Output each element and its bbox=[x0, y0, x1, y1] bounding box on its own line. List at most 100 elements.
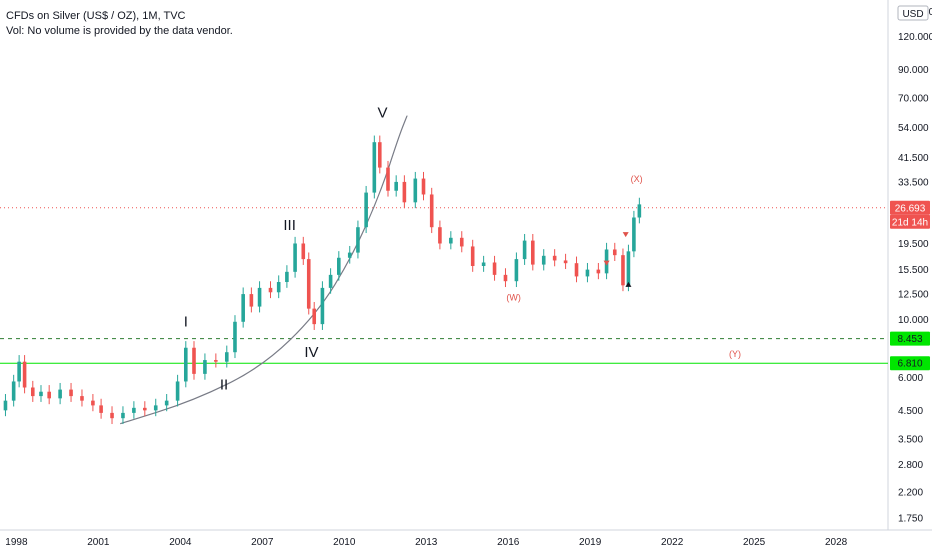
candle-body bbox=[364, 192, 368, 228]
level-badge[interactable]: 8.453 bbox=[890, 331, 930, 346]
candle bbox=[429, 187, 434, 234]
candle bbox=[386, 160, 390, 197]
candle-body bbox=[249, 294, 254, 307]
level-badge-bg bbox=[890, 356, 930, 371]
price-tick-label: 1.750 bbox=[898, 513, 923, 524]
candle bbox=[268, 281, 273, 299]
level-badge[interactable]: 6.810 bbox=[890, 356, 930, 371]
candle bbox=[377, 135, 382, 174]
price-tick-label: 33.500 bbox=[898, 177, 929, 188]
candle bbox=[438, 220, 442, 250]
candle bbox=[11, 374, 16, 407]
candle bbox=[328, 268, 333, 294]
candle-body bbox=[514, 259, 519, 282]
candle-body bbox=[224, 352, 229, 362]
candle-body bbox=[347, 252, 352, 258]
candle bbox=[312, 302, 317, 330]
level-badge-text: 6.810 bbox=[897, 359, 922, 370]
candle-body bbox=[257, 287, 262, 307]
candle-body bbox=[612, 249, 617, 256]
wave-label: V bbox=[378, 105, 388, 122]
price-tick-label: 2.800 bbox=[898, 460, 923, 471]
countdown-badge[interactable]: 21d 14h bbox=[890, 214, 930, 229]
chart-title: CFDs on Silver (US$ / OZ), 1M, TVC bbox=[6, 10, 186, 22]
candle-body bbox=[241, 294, 245, 322]
candle bbox=[110, 406, 114, 425]
candle bbox=[459, 231, 464, 253]
candle-body bbox=[203, 360, 207, 374]
time-tick-label: 2010 bbox=[333, 537, 356, 548]
candle-body bbox=[183, 347, 188, 382]
price-tick-label: 54.000 bbox=[898, 123, 929, 134]
price-tick-label: 70.000 bbox=[898, 94, 929, 105]
candle-body bbox=[531, 240, 535, 265]
price-tick-label: 15.500 bbox=[898, 265, 929, 276]
candle bbox=[183, 341, 188, 388]
candle-body bbox=[3, 400, 8, 411]
alt-wave-label: (Y) bbox=[729, 349, 741, 359]
candle-body bbox=[421, 178, 426, 195]
candle-body bbox=[39, 391, 43, 397]
candle-body bbox=[268, 287, 273, 293]
last-price-badge-bg bbox=[890, 200, 930, 215]
last-price-badge-text: 26.693 bbox=[895, 203, 926, 214]
marker-down-icon bbox=[603, 260, 610, 266]
candle bbox=[17, 355, 21, 388]
price-tick-label: 19.500 bbox=[898, 239, 929, 250]
price-tick-label: 90.000 bbox=[898, 65, 929, 76]
candle-body bbox=[192, 347, 196, 374]
candle-body bbox=[301, 243, 306, 260]
candle-body bbox=[276, 282, 281, 293]
candle bbox=[192, 341, 196, 380]
last-price-badge[interactable]: 26.693 bbox=[890, 200, 930, 215]
candle bbox=[574, 256, 579, 283]
candle-body bbox=[58, 389, 62, 399]
candle-body bbox=[377, 142, 382, 168]
candle-body bbox=[69, 389, 73, 397]
candle bbox=[596, 262, 601, 280]
candle bbox=[58, 382, 62, 405]
candle bbox=[47, 385, 51, 405]
price-tick-label: 10.000 bbox=[898, 315, 929, 326]
candle-body bbox=[91, 400, 95, 406]
candle bbox=[347, 245, 352, 264]
time-tick-label: 2025 bbox=[743, 537, 766, 548]
chart-pane[interactable] bbox=[0, 0, 888, 530]
parabolic-curve[interactable] bbox=[120, 115, 408, 425]
candle bbox=[531, 233, 535, 271]
candle-body bbox=[470, 246, 475, 266]
candle bbox=[522, 233, 527, 265]
candle bbox=[153, 398, 158, 417]
candle bbox=[241, 287, 245, 328]
level-badge-bg bbox=[890, 331, 930, 346]
candle bbox=[39, 385, 43, 402]
candle-body bbox=[552, 255, 557, 261]
candle bbox=[402, 175, 407, 209]
candle bbox=[541, 249, 546, 271]
candle bbox=[99, 398, 103, 419]
candle-body bbox=[626, 251, 631, 286]
candle-body bbox=[413, 178, 418, 203]
candle bbox=[293, 236, 297, 278]
candle-body bbox=[99, 405, 103, 413]
time-tick-label: 2004 bbox=[169, 537, 192, 548]
candle bbox=[257, 281, 262, 313]
wave-label: IV bbox=[304, 344, 318, 361]
candle-body bbox=[429, 194, 434, 228]
currency-tag[interactable]: USD bbox=[897, 5, 929, 21]
candle bbox=[203, 353, 207, 380]
candle-body bbox=[394, 181, 398, 191]
candle-body bbox=[328, 274, 333, 288]
volume-note: Vol: No volume is provided by the data v… bbox=[6, 25, 233, 37]
candle bbox=[320, 281, 325, 330]
candle bbox=[164, 394, 169, 412]
candle-body bbox=[621, 255, 625, 286]
candle-body bbox=[214, 360, 218, 362]
candle bbox=[175, 374, 180, 407]
candle-body bbox=[306, 259, 311, 309]
candle bbox=[621, 248, 625, 292]
candle-body bbox=[143, 407, 147, 411]
marker-down-icon bbox=[622, 232, 629, 238]
wave-label: I bbox=[184, 314, 188, 331]
